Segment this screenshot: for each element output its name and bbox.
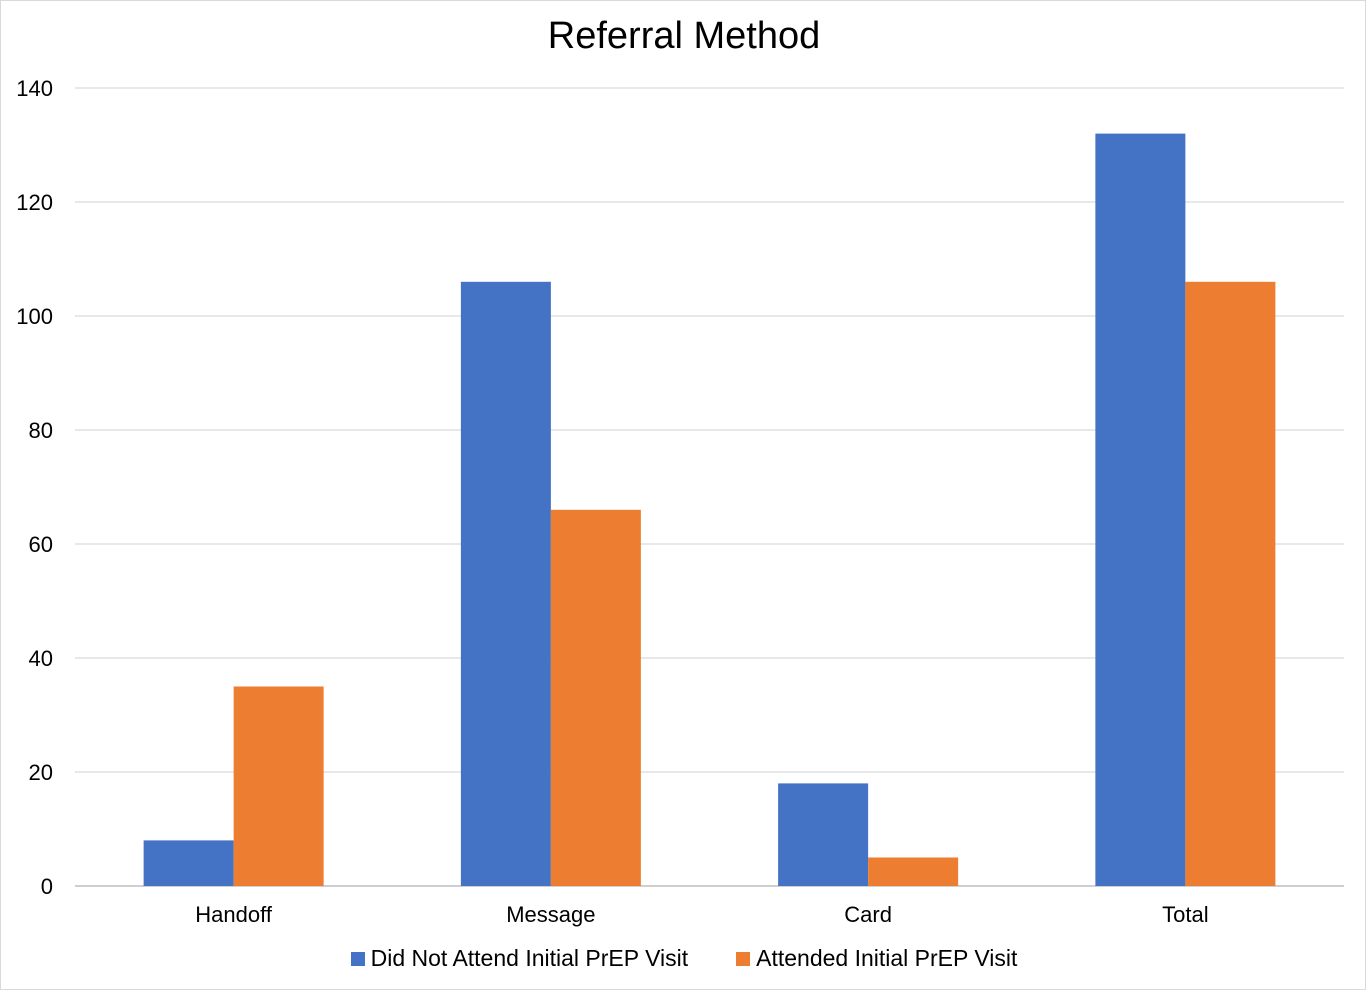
legend-label: Attended Initial PrEP Visit xyxy=(756,945,1018,971)
bar-card-series-1 xyxy=(778,783,869,886)
bar-total-series-2 xyxy=(1185,281,1276,886)
y-tick-label: 0 xyxy=(41,874,53,899)
legend-swatch xyxy=(350,951,365,966)
y-tick-label: 80 xyxy=(29,418,53,443)
legend: Did Not Attend Initial PrEP Visit Attende… xyxy=(1,945,1366,972)
y-tick-label: 40 xyxy=(29,646,53,671)
chart-title: Referral Method xyxy=(547,15,821,57)
bar-message-series-2 xyxy=(550,509,641,886)
bar-total-series-1 xyxy=(1095,133,1186,887)
y-tick-label: 100 xyxy=(16,304,53,329)
x-tick-label: Total xyxy=(1162,902,1208,927)
legend-label: Did Not Attend Initial PrEP Visit xyxy=(370,945,689,971)
y-tick-label: 140 xyxy=(16,76,53,101)
y-tick-label: 60 xyxy=(29,532,53,557)
bar-card-series-2 xyxy=(868,857,959,886)
bar-handoff-series-2 xyxy=(233,686,324,886)
x-tick-label: Handoff xyxy=(195,902,273,927)
x-tick-label: Message xyxy=(506,902,595,927)
x-axis-ticks: Handoff Message Card Total xyxy=(195,902,1208,927)
y-tick-label: 120 xyxy=(16,190,53,215)
y-tick-label: 20 xyxy=(29,760,53,785)
legend-item: Attended Initial PrEP Visit xyxy=(736,945,1017,972)
legend-swatch xyxy=(736,951,751,966)
bar-handoff-series-1 xyxy=(143,840,234,886)
x-tick-label: Card xyxy=(844,902,892,927)
bars xyxy=(143,133,1276,887)
bar-message-series-1 xyxy=(460,281,551,886)
y-axis-ticks: 0 20 40 60 80 100 120 140 xyxy=(16,76,53,899)
legend-item: Did Not Attend Initial PrEP Visit xyxy=(350,945,689,972)
